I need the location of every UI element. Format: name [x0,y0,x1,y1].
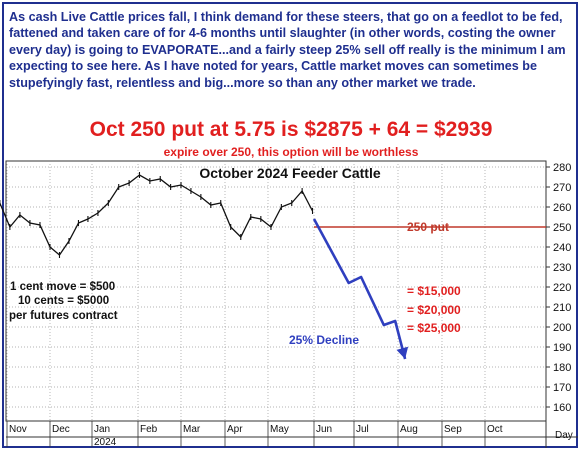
x-tick-label: May [270,424,289,435]
put-strike-label: 250 put [407,220,449,234]
value-annotation: = $25,000 [407,321,461,335]
x-tick-label: Oct [487,424,503,435]
y-tick-label: 260 [553,202,571,214]
projection-arrowhead [396,346,409,359]
x-year-label: 2024 [94,437,117,448]
y-tick-label: 180 [553,362,571,374]
commentary-text: As cash Live Cattle prices fall, I think… [9,10,566,90]
x-tick-label: Jul [356,424,369,435]
price-series-line [0,174,314,256]
contract-note: 1 cent move = $500 [10,281,115,293]
x-tick-label: Feb [140,424,158,435]
y-tick-label: 170 [553,382,571,394]
contract-note: 10 cents = $5000 [18,295,109,307]
x-tick-label: Jun [316,424,332,435]
x-tick-label: Apr [227,424,243,435]
projection-label: 25% Decline [289,333,359,347]
y-tick-label: 280 [553,162,571,174]
value-annotation: = $15,000 [407,284,461,298]
x-tick-label: Mar [183,424,201,435]
y-tick-label: 160 [553,402,571,414]
y-tick-label: 190 [553,342,571,354]
y-tick-label: 240 [553,242,571,254]
value-annotation: = $20,000 [407,303,461,317]
y-tick-label: 210 [553,302,571,314]
y-tick-label: 200 [553,322,571,334]
x-unit-label: Day [555,430,573,441]
x-tick-label: Sep [444,424,462,435]
projection-line [312,218,407,360]
x-tick-label: Jan [94,424,110,435]
contract-note: per futures contract [9,310,118,322]
x-tick-label: Dec [52,424,70,435]
image-frame [2,2,578,448]
x-tick-label: Nov [9,424,27,435]
plot-border [5,160,547,422]
headline-option-cost: Oct 250 put at 5.75 is $2875 + 64 = $293… [89,118,493,141]
y-tick-label: 270 [553,182,571,194]
y-tick-label: 250 [553,222,571,234]
y-tick-label: 220 [553,282,571,294]
chart-title: October 2024 Feeder Cattle [199,165,381,181]
subline-expiry-note: expire over 250, this option will be wor… [163,145,419,159]
x-tick-label: Aug [400,424,418,435]
y-tick-label: 230 [553,262,571,274]
